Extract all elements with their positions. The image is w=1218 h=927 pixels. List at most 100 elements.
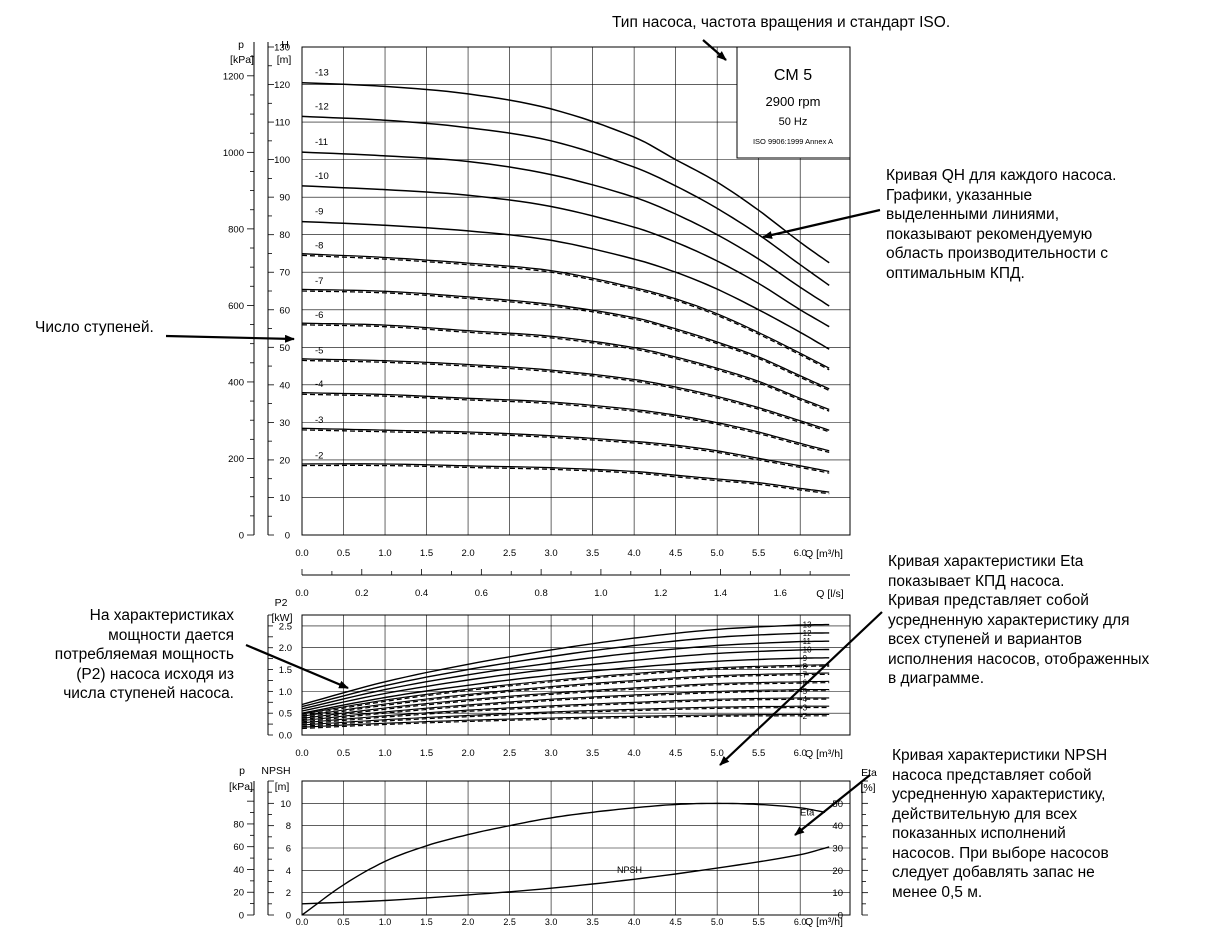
npsh-curve-label: NPSH [617,865,642,875]
ls-tick-label: 1.4 [714,588,727,599]
q-tick-label: 1.0 [378,748,391,759]
qh-annotation-line: выделенными линиями, [886,206,1060,223]
ls-tick-label: 0.8 [535,588,548,599]
kpa-tick-label: 0 [239,911,244,922]
q-tick-label: 2.5 [503,548,516,559]
qh-curve-stage-12 [301,115,830,287]
p2-tick-label: 0.5 [279,709,292,720]
stage-label: -5 [315,345,323,356]
kpa-axis-unit: [kPa] [229,781,253,793]
q-tick-label: 5.5 [752,548,765,559]
eta-tick-label: 40 [832,821,843,832]
q-tick-label: 5.5 [752,748,765,759]
power-curve-stage-10 [301,648,830,712]
q-tick-label: 5.0 [711,548,724,559]
npsh-annotation-line: действительную для всех [892,805,1078,823]
power-curve-stage-8 [301,665,830,716]
eta-axis-label: Eta [861,767,877,779]
flow-ls-axis: 0.0 0.2 0.4 0.6 0.8 1.0 1.2 1.4 1.6 Q [l/s] [295,569,850,600]
qh-curve-stage-8 [301,254,830,371]
stage-label: -11 [315,137,328,148]
stage-label: -6 [315,310,323,321]
power-chart-panel: 0.0 0.5 1.0 1.5 2.0 2.5 P2 [kW] 0.0 0.5 1.0 1.5 2.0 2… [267,597,851,760]
npsh-annotation-line: Кривая характеристики NPSH [892,747,1108,764]
stage-label: -12 [315,101,329,112]
q-tick-label: 5.0 [711,917,724,927]
kpa-tick-label: 0 [239,531,244,542]
kpa-axis-label: p [238,39,244,51]
kpa-tick-label: 80 [233,819,244,830]
ls-tick-label: 0.4 [415,588,428,599]
q-tick-label: 4.0 [628,548,641,559]
power-curve-stage-2 [301,715,830,730]
type-arrow [702,39,727,61]
power-stage-label: -7 [800,670,808,679]
eta-annotation-line: Кривая представляет собой [888,592,1089,609]
kpa-axis-unit: [kPa] [230,54,254,66]
qh-curve-stage-2-upper [301,463,830,493]
qh-curve-stage-4-upper [301,391,830,452]
qh-curve-stage-3 [301,429,830,474]
p2-tick-label: 1.0 [279,687,292,698]
npsh-annotation-line: усредненную характеристику, [892,786,1106,803]
q-tick-label: 6.0 [794,748,807,759]
qh-curve-stage-4 [301,393,830,454]
power-curve-stage-4 [301,698,830,725]
q-axis-label: Q [m³/h] [805,548,843,560]
power-curve-stage-2-upper [301,713,830,728]
kpa-tick-label: 800 [228,224,244,235]
h-tick-label: 30 [279,418,290,429]
kpa-axis-label: p [239,765,245,777]
power-curve-stage-9 [301,657,830,714]
q-tick-label: 1.5 [420,748,433,759]
q-tick-label: 4.0 [628,917,641,927]
h-tick-label: 80 [279,230,290,241]
ls-tick-label: 1.0 [594,588,607,599]
eta-axis-unit: [%] [860,782,875,794]
h-axis-label: H [281,39,289,51]
power-stage-label: -6 [800,679,808,688]
pump-speed: 2900 rpm [766,94,821,109]
q-tick-label: 3.5 [586,548,599,559]
npsh-tick-label: 0 [286,911,291,922]
npsh-tick-label: 4 [286,866,291,877]
npsh-annotation-line: насосов. При выборе насосов [892,844,1109,862]
qh-curve-stage-5 [301,359,830,433]
power-arrow [245,643,349,690]
pump-model: CM 5 [774,67,812,84]
eta-tick-label: 30 [832,844,843,855]
q-axis-label: Q [m³/h] [805,916,843,927]
p2-axis-label: P2 [275,597,288,609]
stage-label: -7 [315,276,323,287]
npsh-axis-label: NPSH [261,765,290,777]
power-curve-stage-7-upper [301,672,830,717]
q-tick-label: 1.5 [420,917,433,927]
power-stage-label: -10 [800,645,812,654]
ls-tick-label: 0.6 [475,588,488,599]
power-annotation-line: потребляемая мощность [54,646,234,663]
stage-label: -13 [315,68,329,79]
power-curve-stage-11 [301,640,830,710]
q-tick-label: 4.5 [669,548,682,559]
qh-annotation-line: показывают рекомендуемую [886,225,1093,243]
q-tick-label: 4.5 [669,917,682,927]
npsh-eta-chart-panel: 0 2 4 6 8 10 NPSH [m] 0 20 40 60 80 p [kPa] 0 10 20 30 40 50… [229,765,877,927]
qh-curve-stage-6-upper [301,322,830,411]
h-tick-label: 40 [279,380,290,391]
stages-annotation-text: Число ступеней. [35,319,154,336]
q-tick-label: 3.5 [586,748,599,759]
h-tick-label: 60 [279,305,290,316]
q-tick-label: 5.0 [711,748,724,759]
p2-tick-label: 1.5 [279,665,292,676]
kpa-tick-label: 60 [233,842,244,853]
eta-tick-label: 20 [832,866,843,877]
qh-curve-stage-13 [301,81,830,264]
npsh-tick-label: 10 [280,799,291,810]
npsh-annotation-line: показанных исполнений [892,825,1066,842]
kpa-tick-label: 1000 [223,148,244,159]
power-annotation-line: числа ступеней насоса. [63,685,234,702]
kpa-tick-label: 200 [228,454,244,465]
q-tick-label: 3.0 [544,748,557,759]
h-tick-label: 120 [274,80,290,91]
